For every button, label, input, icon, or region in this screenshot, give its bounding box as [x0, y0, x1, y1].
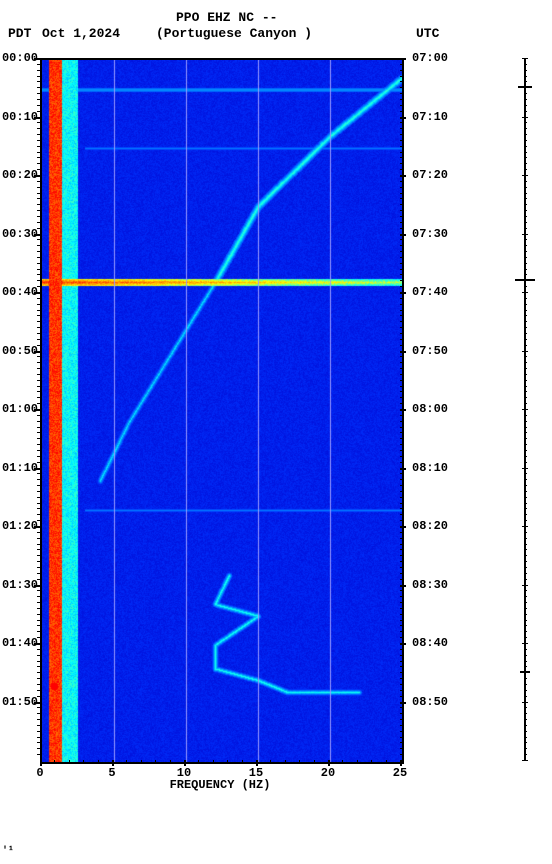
- right-tick: [400, 585, 406, 587]
- right-tick-label: 08:10: [412, 461, 448, 475]
- right-tick-label: 08:20: [412, 519, 448, 533]
- spectrogram-plot: [40, 58, 404, 764]
- tz-right: UTC: [416, 26, 439, 41]
- right-tick-label: 07:30: [412, 227, 448, 241]
- left-tick-label: 00:20: [0, 168, 38, 182]
- amplitude-event-mark: [515, 279, 535, 281]
- left-tick: [34, 702, 40, 704]
- amplitude-event-mark: [518, 86, 532, 88]
- left-tick: [34, 234, 40, 236]
- right-tick: [400, 175, 406, 177]
- left-tick-label: 01:20: [0, 519, 38, 533]
- left-tick: [34, 526, 40, 528]
- footer-mark: '¹: [2, 846, 14, 857]
- left-tick-label: 00:30: [0, 227, 38, 241]
- right-tick: [400, 409, 406, 411]
- right-tick: [400, 58, 406, 60]
- left-tick: [34, 585, 40, 587]
- right-tick-label: 07:10: [412, 110, 448, 124]
- right-tick-label: 07:40: [412, 285, 448, 299]
- left-tick: [34, 292, 40, 294]
- left-tick-label: 00:50: [0, 344, 38, 358]
- spectrogram-canvas: [42, 60, 402, 762]
- left-tick: [34, 117, 40, 119]
- left-tick: [34, 468, 40, 470]
- right-tick-label: 08:40: [412, 636, 448, 650]
- station-site: (Portuguese Canyon ): [156, 26, 312, 41]
- left-tick-label: 01:40: [0, 636, 38, 650]
- left-tick: [34, 58, 40, 60]
- left-tick-label: 01:10: [0, 461, 38, 475]
- right-tick: [400, 643, 406, 645]
- left-tick: [34, 409, 40, 411]
- right-tick-label: 08:30: [412, 578, 448, 592]
- right-tick-label: 08:00: [412, 402, 448, 416]
- header-date: Oct 1,2024: [42, 26, 120, 41]
- left-tick-label: 01:50: [0, 695, 38, 709]
- x-axis-title: FREQUENCY (HZ): [40, 778, 400, 792]
- amplitude-strip: [510, 58, 540, 760]
- right-tick: [400, 117, 406, 119]
- right-tick: [400, 702, 406, 704]
- left-tick-label: 01:00: [0, 402, 38, 416]
- right-tick: [400, 234, 406, 236]
- page-root: PDT Oct 1,2024 PPO EHZ NC -- (Portuguese…: [0, 0, 552, 864]
- right-tick-label: 08:50: [412, 695, 448, 709]
- right-tick: [400, 526, 406, 528]
- station-code: PPO EHZ NC --: [176, 10, 277, 25]
- right-tick: [400, 292, 406, 294]
- right-tick: [400, 468, 406, 470]
- left-tick-label: 01:30: [0, 578, 38, 592]
- left-tick: [34, 351, 40, 353]
- right-tick-label: 07:00: [412, 51, 448, 65]
- right-tick-label: 07:20: [412, 168, 448, 182]
- right-tick: [400, 351, 406, 353]
- left-tick-label: 00:40: [0, 285, 38, 299]
- left-tick: [34, 175, 40, 177]
- left-tick: [34, 643, 40, 645]
- amplitude-event-mark: [520, 671, 530, 673]
- right-tick-label: 07:50: [412, 344, 448, 358]
- tz-left: PDT: [8, 26, 31, 41]
- left-tick-label: 00:00: [0, 51, 38, 65]
- left-tick-label: 00:10: [0, 110, 38, 124]
